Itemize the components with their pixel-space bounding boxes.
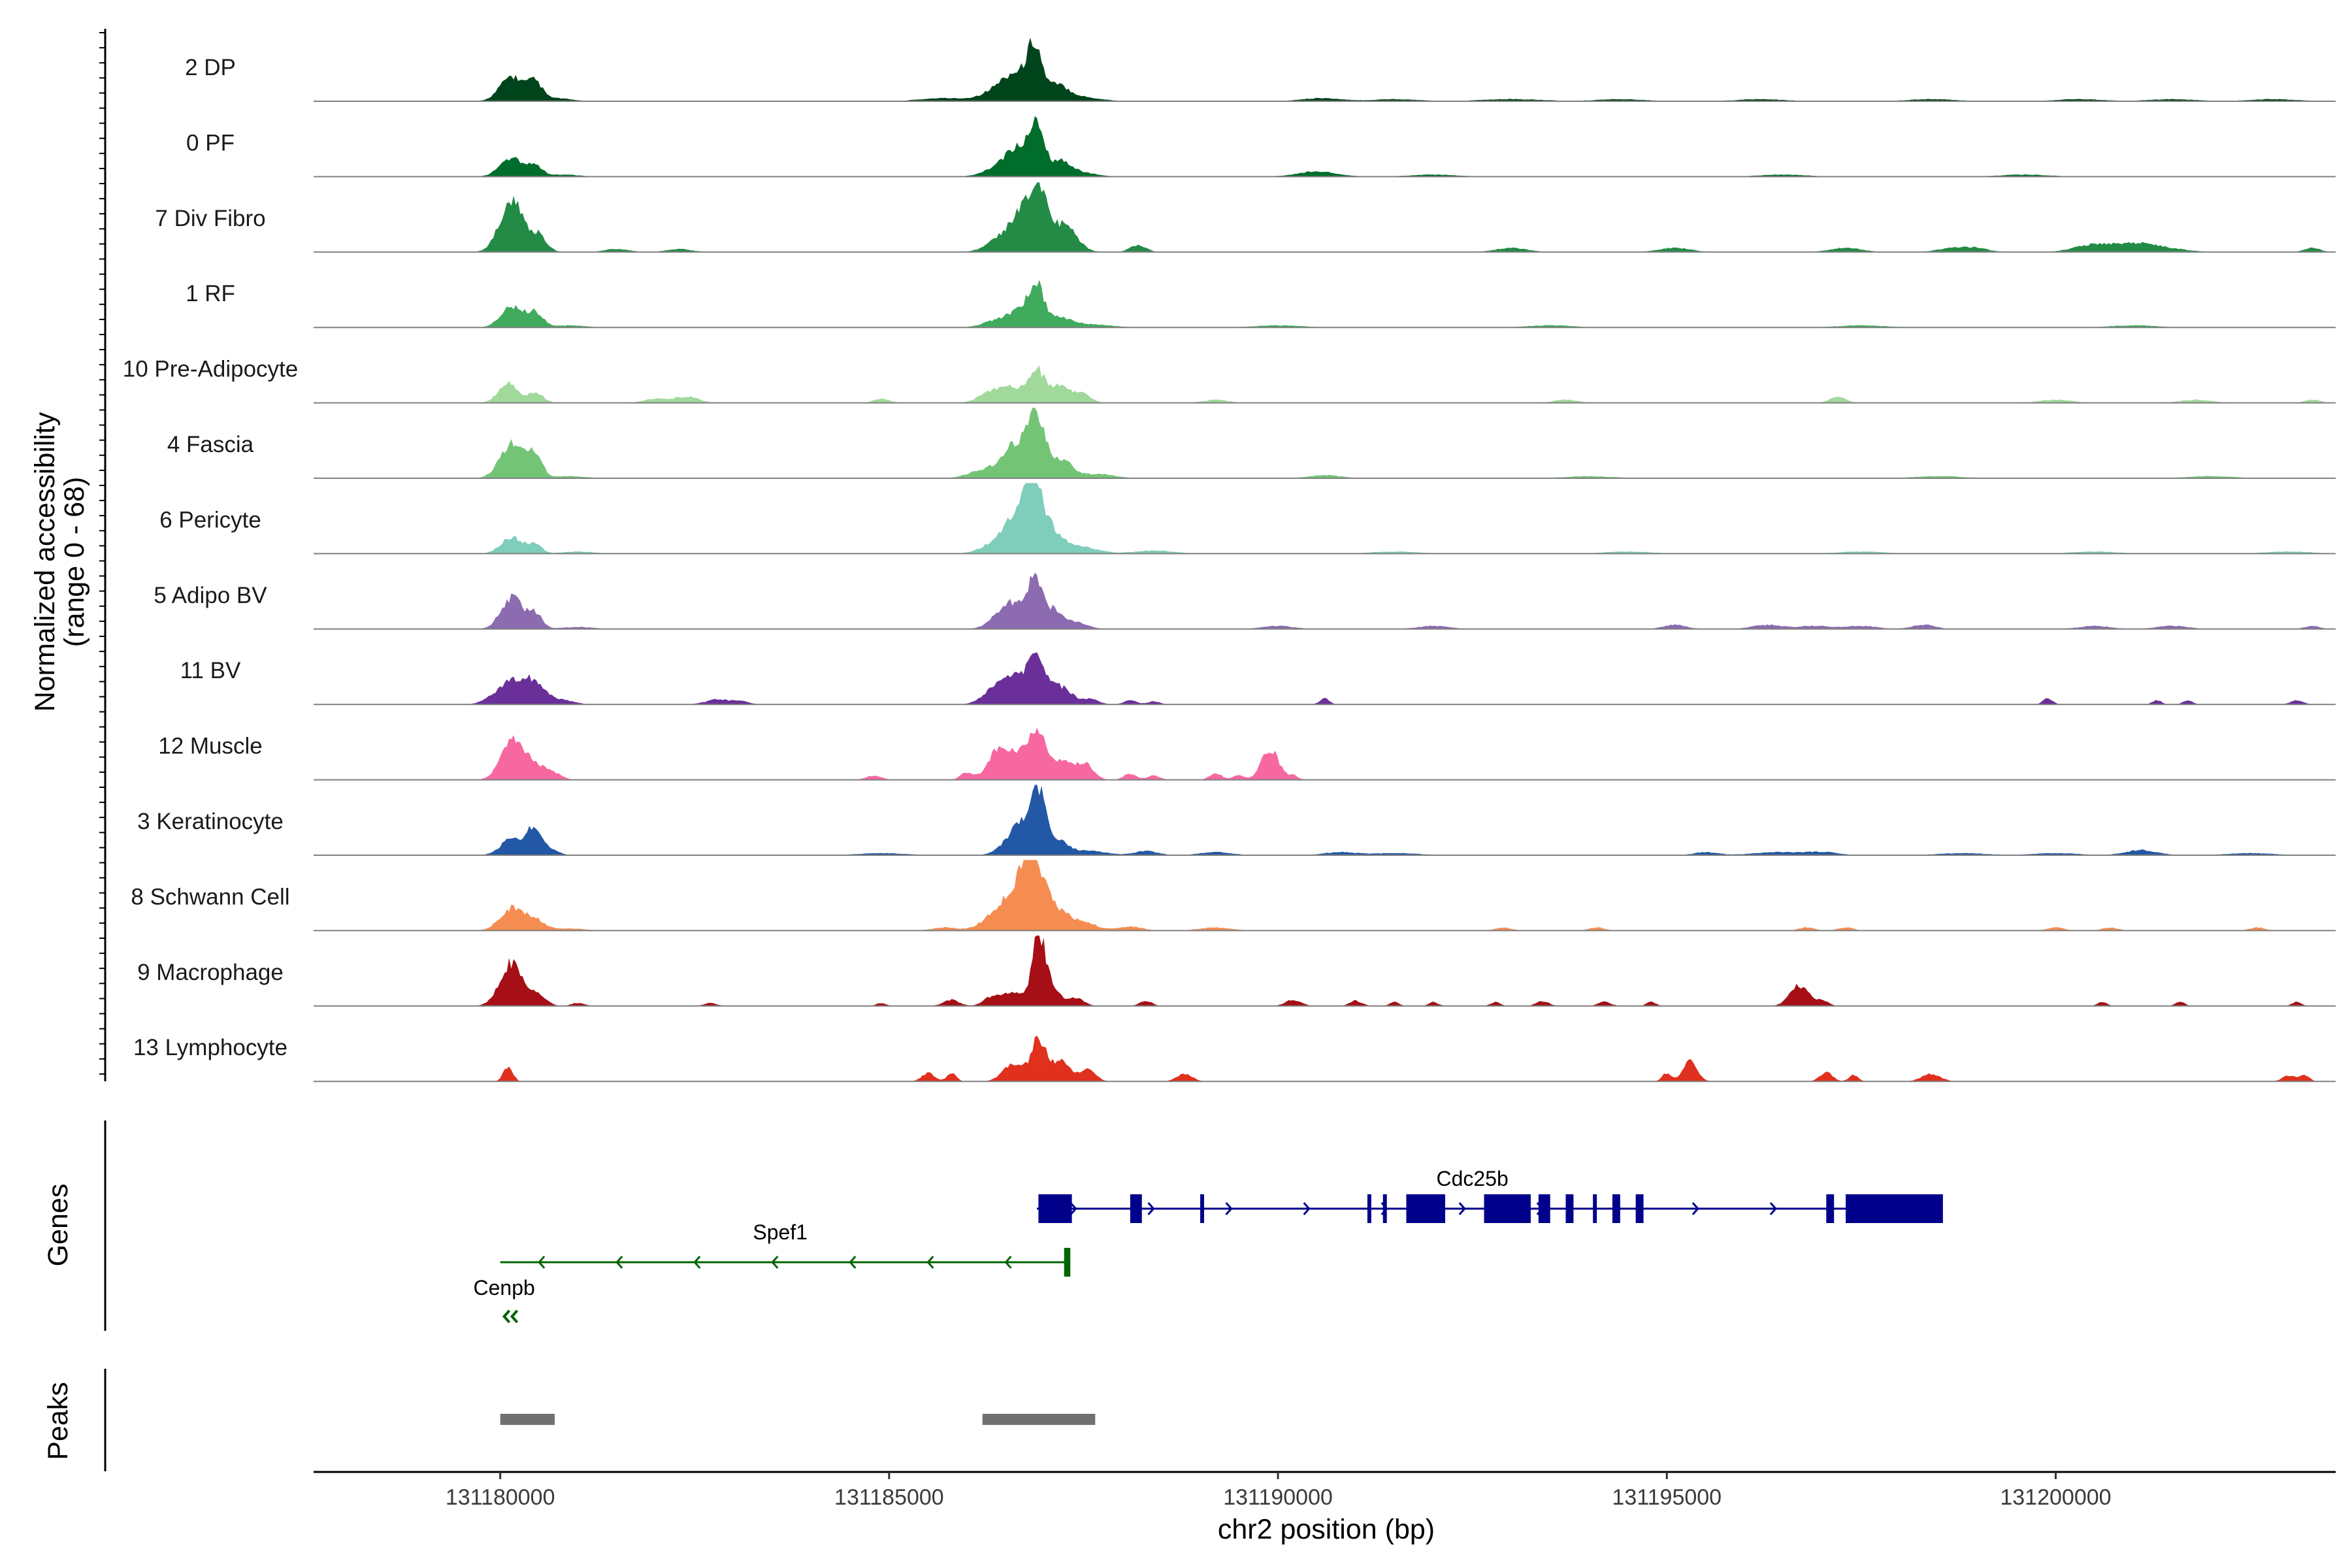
strand-arrow-icon	[1303, 1202, 1311, 1215]
exon-block	[1367, 1194, 1371, 1223]
exon-block	[1064, 1248, 1071, 1277]
strand-arrow-icon	[1691, 1202, 1699, 1215]
strand-arrow-icon	[1458, 1202, 1466, 1215]
track-label-8-schwann-cell: 8 Schwann Cell	[131, 884, 289, 909]
track-label-1-rf: 1 RF	[186, 281, 235, 306]
coverage-area-0-pf	[314, 116, 2336, 177]
strand-arrow-icon	[1769, 1202, 1777, 1215]
exon-block	[1382, 1194, 1387, 1223]
x-tick-label: 131180000	[446, 1485, 555, 1510]
coverage-area-5-adipo-bv	[314, 572, 2336, 629]
track-13-lymphocyte: 13 Lymphocyte	[133, 1035, 2336, 1083]
genes-panel: Cdc25b Spef1 Cenpb	[104, 1120, 1943, 1331]
x-tick-label: 131190000	[1223, 1485, 1333, 1510]
x-tick-label: 131200000	[2000, 1485, 2111, 1510]
track-12-muscle: 12 Muscle	[158, 727, 2336, 781]
track-label-7-div-fibro: 7 Div Fibro	[155, 206, 265, 231]
track-label-10-pre-adipocyte: 10 Pre-Adipocyte	[123, 357, 298, 382]
coverage-area-7-div-fibro	[314, 182, 2336, 252]
exon-block	[1406, 1194, 1446, 1223]
coverage-area-2-dp	[314, 37, 2336, 101]
track-11-bv: 11 BV	[180, 652, 2336, 706]
strand-arrow-icon	[1070, 1202, 1077, 1215]
exon-block	[1826, 1194, 1835, 1223]
peaks-track-title: Peaks	[42, 1382, 74, 1460]
track-7-div-fibro: 7 Div Fibro	[155, 182, 2336, 253]
exon-block	[1593, 1194, 1597, 1223]
gene-cdc25b: Cdc25b	[1037, 1167, 1943, 1223]
strand-arrow-icon	[771, 1256, 779, 1269]
y-axis-subtitle: (range 0 - 68)	[59, 477, 90, 647]
track-4-fascia: 4 Fascia	[167, 408, 2336, 479]
gene-label-cdc25b: Cdc25b	[1437, 1167, 1509, 1190]
coverage-area-13-lymphocyte	[314, 1036, 2336, 1082]
track-1-rf: 1 RF	[186, 280, 2336, 329]
exon-block	[1130, 1194, 1142, 1223]
exon-block	[1484, 1194, 1531, 1223]
peak-region	[982, 1414, 1096, 1425]
x-tick-label: 131195000	[1612, 1485, 1722, 1510]
exon-block	[1038, 1194, 1072, 1223]
exon-block	[1200, 1194, 1204, 1223]
gene-spef1: Spef1	[500, 1220, 1071, 1277]
gene-cenpb: Cenpb	[473, 1276, 535, 1324]
genes-track-title: Genes	[42, 1184, 74, 1267]
strand-arrow-icon	[1225, 1202, 1233, 1215]
coverage-area-12-muscle	[314, 727, 2336, 780]
track-label-2-dp: 2 DP	[185, 55, 236, 80]
gene-label-cenpb: Cenpb	[473, 1276, 534, 1299]
track-label-11-bv: 11 BV	[180, 658, 241, 683]
strand-arrow-icon	[502, 1309, 511, 1324]
coverage-area-6-pericyte	[314, 483, 2336, 554]
strand-arrow-icon	[926, 1256, 934, 1269]
x-tick-label: 131185000	[834, 1485, 944, 1510]
strand-arrow-icon	[693, 1256, 701, 1269]
exon-block	[1612, 1194, 1620, 1223]
track-y-axis	[99, 29, 106, 1081]
track-10-pre-adipocyte: 10 Pre-Adipocyte	[123, 357, 2336, 404]
track-6-pericyte: 6 Pericyte	[159, 483, 2336, 555]
strand-arrow-icon	[849, 1256, 857, 1269]
coverage-area-10-pre-adipocyte	[314, 365, 2336, 403]
track-2-dp: 2 DP	[185, 37, 2336, 102]
exon-block	[1538, 1194, 1550, 1223]
track-label-4-fascia: 4 Fascia	[167, 432, 254, 457]
track-label-0-pf: 0 PF	[186, 130, 235, 155]
track-8-schwann-cell: 8 Schwann Cell	[131, 860, 2336, 932]
y-axis-title: Normalized accessibility	[29, 412, 61, 711]
strand-arrow-icon	[1004, 1256, 1012, 1269]
strand-arrow-icon	[1147, 1202, 1155, 1215]
peak-region	[500, 1414, 555, 1425]
x-axis: 131180000 131185000 131190000 131195000 1312…	[314, 1471, 2336, 1510]
coverage-area-9-macrophage	[314, 935, 2336, 1006]
coverage-area-11-bv	[314, 652, 2336, 705]
track-0-pf: 0 PF	[186, 116, 2336, 178]
track-label-3-keratinocyte: 3 Keratinocyte	[137, 809, 284, 834]
gene-label-spef1: Spef1	[753, 1220, 808, 1244]
track-label-13-lymphocyte: 13 Lymphocyte	[133, 1035, 287, 1060]
strand-arrow-icon	[538, 1256, 546, 1269]
coverage-area-8-schwann-cell	[314, 860, 2336, 931]
track-label-6-pericyte: 6 Pericyte	[159, 507, 261, 532]
track-3-keratinocyte: 3 Keratinocyte	[137, 785, 2336, 856]
coverage-area-3-keratinocyte	[314, 785, 2336, 855]
exon-block	[1846, 1194, 1943, 1223]
coverage-tracks: 2 DP 0 PF 7 Div Fibro 1 RF 10 Pre-Adipocyte 4…	[123, 37, 2336, 1083]
coverage-area-4-fascia	[314, 408, 2336, 478]
track-5-adipo-bv: 5 Adipo BV	[154, 572, 2336, 630]
track-9-macrophage: 9 Macrophage	[137, 935, 2336, 1007]
coverage-area-1-rf	[314, 280, 2336, 328]
exon-block	[1635, 1194, 1644, 1223]
track-label-5-adipo-bv: 5 Adipo BV	[154, 583, 267, 608]
track-label-9-macrophage: 9 Macrophage	[137, 960, 284, 985]
track-label-12-muscle: 12 Muscle	[158, 734, 263, 759]
x-axis-title: chr2 position (bp)	[1218, 1514, 1435, 1545]
strand-arrow-icon	[615, 1256, 623, 1269]
exon-block	[1565, 1194, 1574, 1223]
strand-arrow-icon	[510, 1309, 519, 1324]
peaks-panel	[104, 1369, 1096, 1471]
